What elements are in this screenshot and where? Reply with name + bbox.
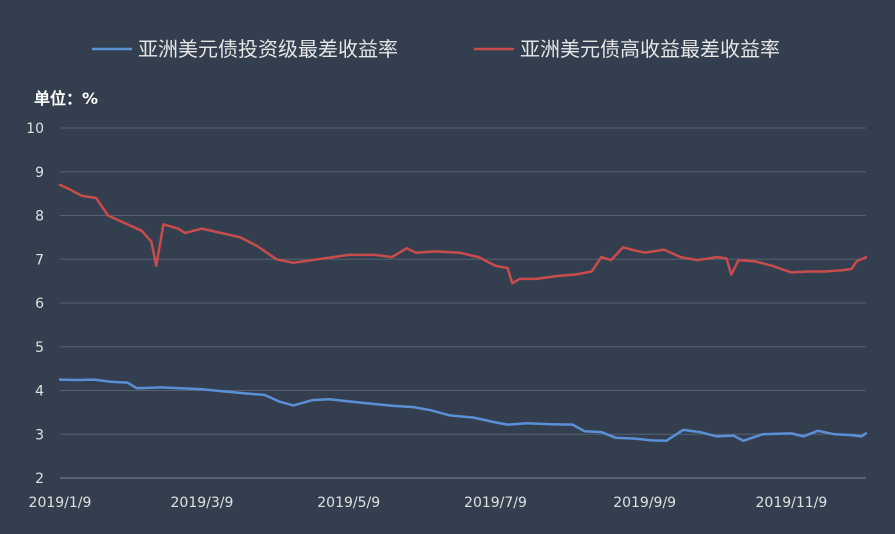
y-tick-label: 7: [35, 252, 44, 268]
x-tick-label: 2019/5/9: [317, 495, 380, 511]
series-line-1: [58, 183, 868, 285]
grid: [60, 127, 866, 479]
y-tick-label: 2: [35, 471, 44, 487]
x-tick-label: 2019/3/9: [171, 495, 234, 511]
y-tick-label: 5: [35, 340, 44, 356]
x-tick-label: 2019/7/9: [464, 495, 527, 511]
x-tick-label: 2019/9/9: [613, 495, 676, 511]
x-tick-label: 2019/11/9: [756, 495, 828, 511]
unit-label: 单位：%: [34, 89, 98, 108]
legend: 亚洲美元债投资级最差收益率 亚洲美元债高收益最差收益率: [92, 37, 780, 61]
axes: 2 3 4 5 6 7 8 9 10 2019/1/9 2019/3/9 2019/5/9 2019/7…: [26, 121, 827, 511]
y-tick-label: 4: [35, 384, 44, 400]
x-tick-label: 2019/1/9: [29, 495, 92, 511]
y-tick-label: 8: [35, 209, 44, 225]
series-line-0: [58, 378, 868, 443]
legend-label-high-yield: 亚洲美元债高收益最差收益率: [520, 37, 780, 61]
y-tick-label: 10: [26, 121, 44, 137]
y-tick-label: 6: [35, 296, 44, 312]
legend-label-investment-grade: 亚洲美元债投资级最差收益率: [138, 37, 398, 61]
y-tick-label: 3: [35, 427, 44, 443]
series-lines: [58, 183, 868, 443]
y-tick-label: 9: [35, 165, 44, 181]
